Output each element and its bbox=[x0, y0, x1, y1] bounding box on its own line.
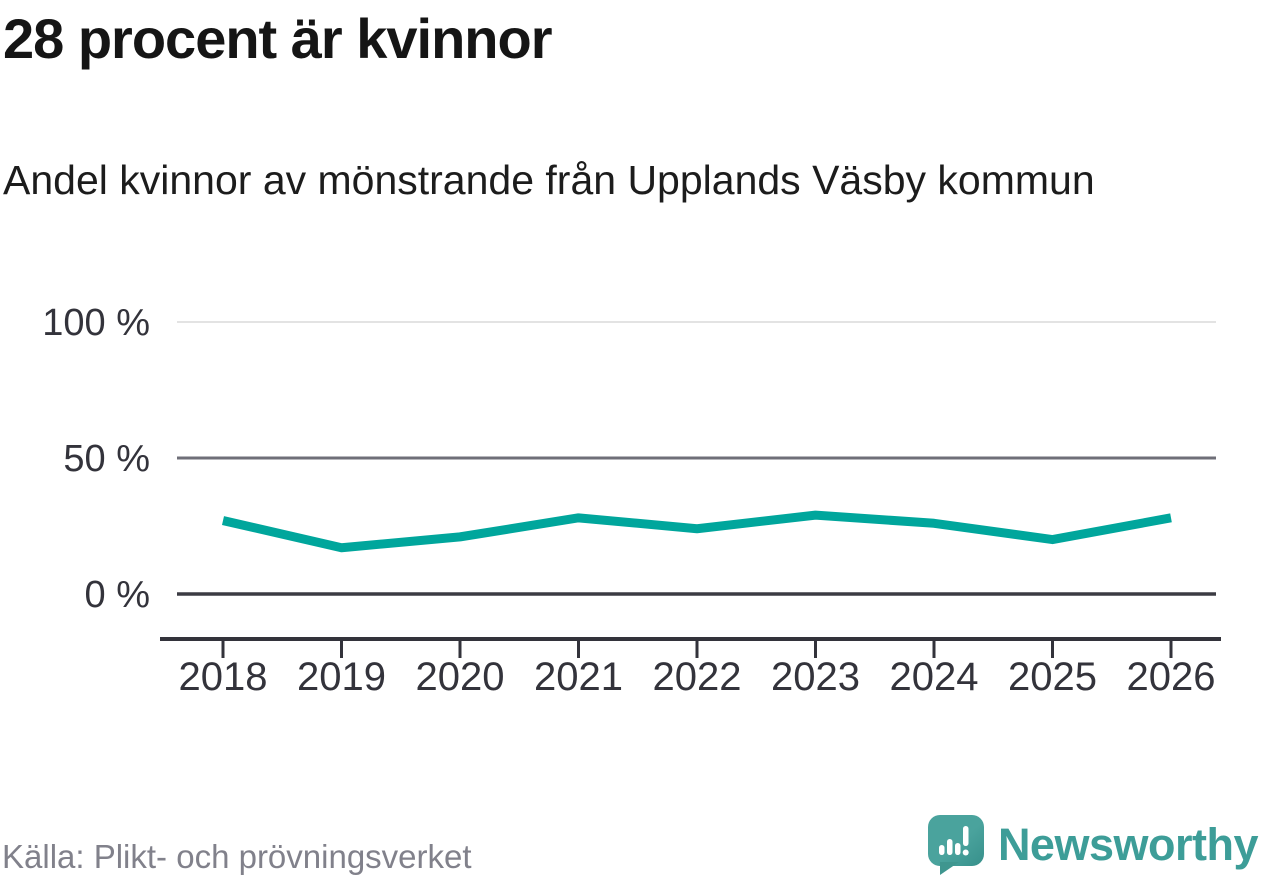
logo-exclamation-dot bbox=[962, 849, 969, 856]
y-axis-label-0: 0 % bbox=[85, 574, 150, 616]
source-attribution: Källa: Plikt- och prövningsverket bbox=[2, 838, 472, 875]
newsworthy-logo-icon bbox=[927, 815, 984, 875]
newsworthy-brand: Newsworthy bbox=[927, 814, 1259, 876]
page-title: 28 procent är kvinnor bbox=[3, 7, 553, 70]
data-line-Andel kvinnor av mönstrande bbox=[221, 510, 1172, 553]
line-chart: 0 % 50 % 100 % 2018 2019 2020 2021 2022 2023 2024… bbox=[0, 290, 1262, 710]
x-axis-label-2024: 2024 bbox=[890, 655, 979, 699]
line-chart-svg: 0 % 50 % 100 % 2018 2019 2020 2021 2022 2023 2024… bbox=[42, 302, 1221, 699]
x-axis-label-2020: 2020 bbox=[416, 655, 505, 699]
logo-bubble bbox=[927, 815, 984, 866]
x-axis-label-2022: 2022 bbox=[653, 655, 742, 699]
x-axis-label-2023: 2023 bbox=[771, 655, 860, 699]
logo-bar-3 bbox=[954, 843, 961, 855]
x-axis-label-2026: 2026 bbox=[1127, 655, 1216, 699]
logo-bar-1 bbox=[938, 845, 945, 855]
logo-bubble-tail bbox=[939, 862, 959, 875]
y-axis-label-50: 50 % bbox=[63, 438, 150, 480]
x-axis-label-2025: 2025 bbox=[1008, 655, 1097, 699]
y-axis-label-100: 100 % bbox=[42, 302, 150, 344]
x-axis-label-2021: 2021 bbox=[534, 655, 623, 699]
chart-subtitle: Andel kvinnor av mönstrande från Uppland… bbox=[3, 157, 1095, 203]
logo-bar-2 bbox=[946, 839, 953, 855]
logo-exclamation-bar bbox=[962, 826, 969, 846]
x-axis-label-2019: 2019 bbox=[297, 655, 386, 699]
x-axis-label-2018: 2018 bbox=[179, 655, 268, 699]
newsworthy-wordmark: Newsworthy bbox=[997, 819, 1259, 870]
